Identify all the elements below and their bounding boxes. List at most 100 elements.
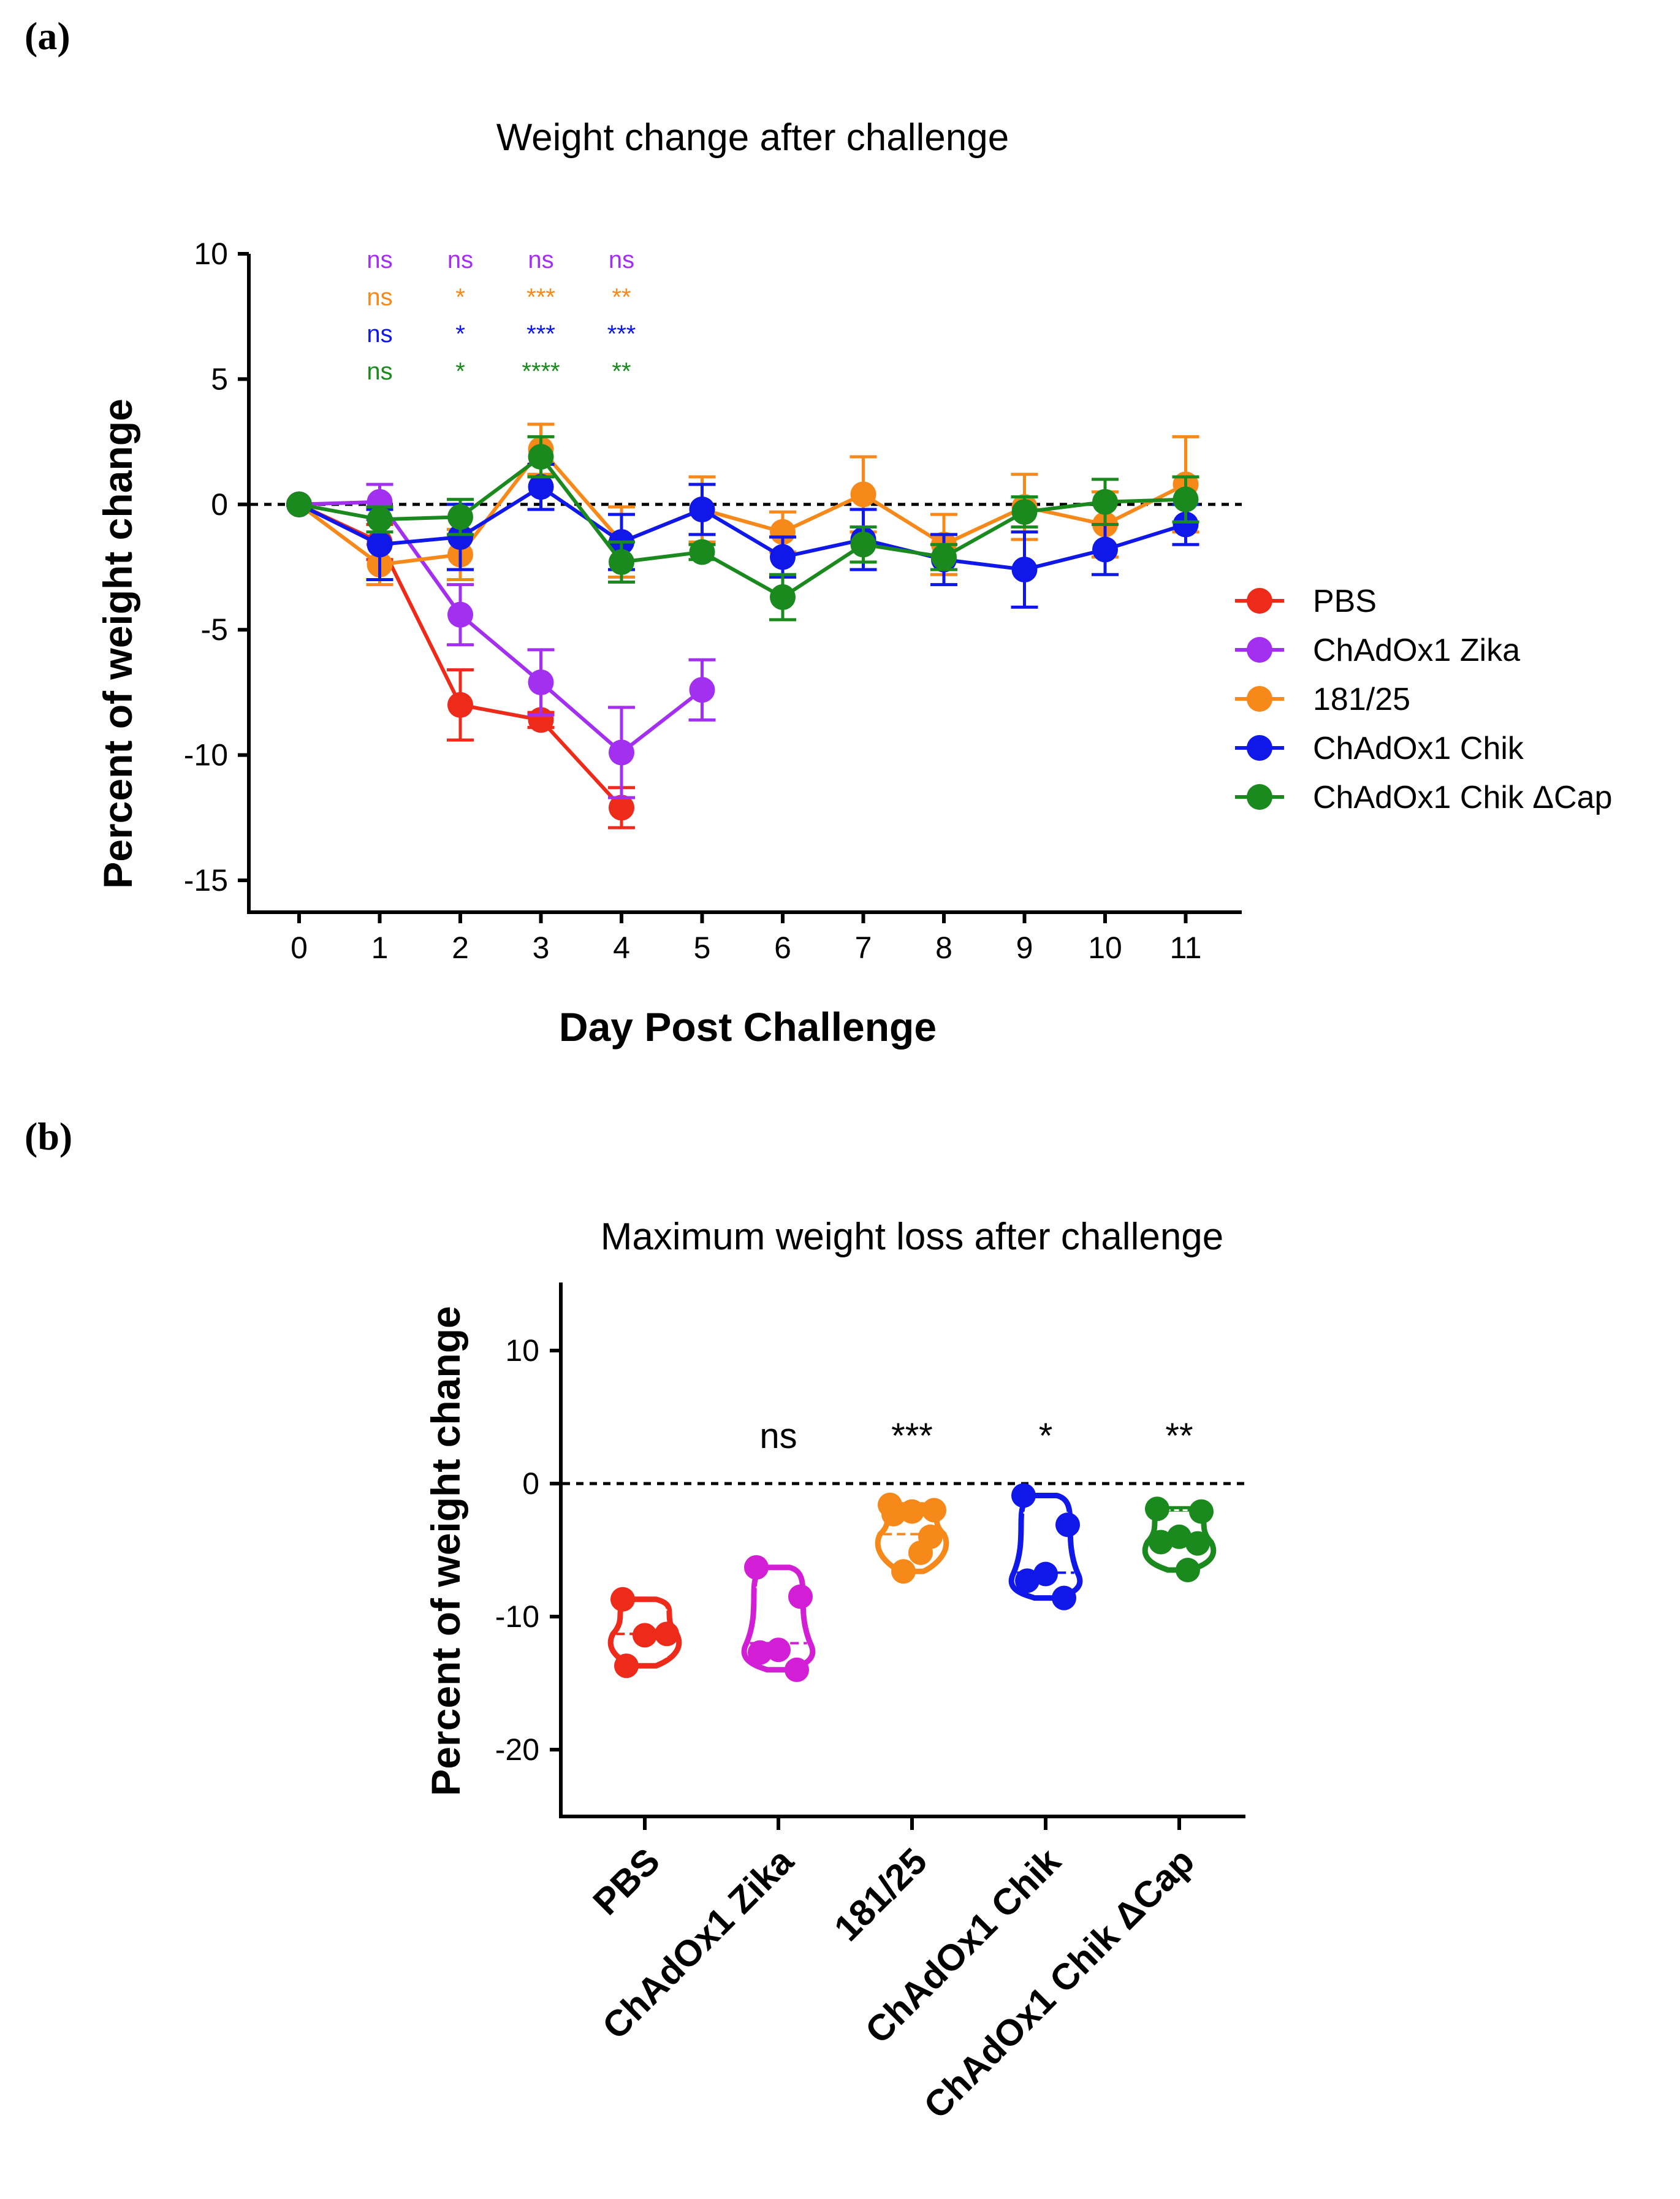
chart-a-y-tick-label: -10 xyxy=(184,738,228,772)
data-point xyxy=(610,1587,635,1612)
chart-a-x-tick-label: 10 xyxy=(1088,931,1122,965)
legend-label: PBS xyxy=(1313,584,1377,619)
chart-a-y-tick-label: 10 xyxy=(194,237,228,271)
chart-a-x-tick-label: 9 xyxy=(1016,931,1033,965)
chart-a-x-tick-label: 5 xyxy=(694,931,711,965)
chart-b-y-axis-title: Percent of weight change xyxy=(423,1306,468,1796)
data-point xyxy=(1052,1585,1076,1610)
data-point xyxy=(633,1623,657,1648)
violin-group-chadox1-chik-cap: ** xyxy=(1142,1416,1217,1583)
panel-b-label: (b) xyxy=(25,1115,72,1158)
chart-b-category-label: PBS xyxy=(585,1840,668,1923)
data-point xyxy=(447,692,473,718)
chart-a-y-axis-title: Percent of weight change xyxy=(95,398,140,888)
significance-label: ns xyxy=(447,246,473,273)
chart-a-x-tick-label: 8 xyxy=(935,931,952,965)
violin-group-chadox1-chik: * xyxy=(1008,1416,1083,1610)
data-point xyxy=(689,677,715,703)
data-point xyxy=(1173,486,1199,513)
series-line xyxy=(298,484,1187,572)
chart-a-y-tick-label: 0 xyxy=(211,487,228,522)
violin-group-chadox1-zika: ns xyxy=(741,1416,816,1682)
data-point xyxy=(1055,1512,1080,1538)
legend-marker xyxy=(1247,735,1272,761)
data-point xyxy=(286,491,312,517)
chart-b-max-weight-loss: Maximum weight loss after challenge Perc… xyxy=(423,1216,1245,2127)
significance-label: ns xyxy=(528,246,553,273)
significance-label: ** xyxy=(1165,1416,1193,1456)
chart-a-y-tick-label: -5 xyxy=(201,612,228,647)
chart-a-x-axis-title: Day Post Challenge xyxy=(559,1004,937,1050)
data-point xyxy=(788,1584,813,1609)
data-point xyxy=(528,474,554,500)
legend-label: ChAdOx1 Chik ΔCap xyxy=(1313,780,1613,815)
data-point xyxy=(1011,557,1038,583)
significance-label: * xyxy=(455,321,465,348)
legend-marker xyxy=(1247,588,1272,614)
chart-a-title: Weight change after challenge xyxy=(496,116,1009,159)
data-point xyxy=(748,1640,772,1665)
chart-a-y-tick-label: -15 xyxy=(184,863,228,898)
significance-label: *** xyxy=(526,284,555,311)
data-point xyxy=(614,1653,639,1679)
violin-outline xyxy=(607,1596,682,1669)
data-point xyxy=(850,532,876,558)
data-point xyxy=(881,1501,906,1526)
data-point xyxy=(908,1540,933,1565)
legend-label: ChAdOx1 Zika xyxy=(1313,633,1520,668)
chart-b-category-label: 181/25 xyxy=(826,1840,935,1949)
legend-label: ChAdOx1 Chik xyxy=(1313,731,1524,766)
chart-a-x-tick-label: 6 xyxy=(774,931,791,965)
chart-a-x-tick-label: 7 xyxy=(855,931,872,965)
significance-label: ** xyxy=(612,358,631,385)
data-point xyxy=(609,549,634,575)
data-point xyxy=(900,1499,924,1524)
data-point xyxy=(447,524,473,550)
violin-group-pbs xyxy=(607,1587,682,1679)
data-point xyxy=(447,601,473,628)
significance-label: ns xyxy=(609,246,634,273)
data-point xyxy=(1189,1499,1214,1524)
data-point xyxy=(1185,1531,1210,1556)
data-point xyxy=(891,1559,916,1584)
chart-b-y-tick-label: -20 xyxy=(495,1732,539,1767)
data-point xyxy=(1167,1524,1192,1549)
significance-label: *** xyxy=(891,1416,933,1456)
data-point xyxy=(447,504,473,530)
data-point xyxy=(785,1657,809,1682)
significance-label: * xyxy=(455,358,465,385)
legend-marker xyxy=(1247,637,1272,663)
data-point xyxy=(367,532,393,558)
significance-label: ** xyxy=(612,284,631,311)
data-point xyxy=(689,539,715,565)
data-point xyxy=(528,444,554,470)
data-point xyxy=(689,496,715,522)
chart-a-y-tick-label: 5 xyxy=(211,362,228,396)
chart-a-x-tick-label: 0 xyxy=(291,931,308,965)
significance-label: **** xyxy=(522,358,560,385)
data-point xyxy=(609,739,634,766)
data-point xyxy=(1092,489,1118,515)
series-chadox1-chik xyxy=(286,462,1199,609)
data-point xyxy=(655,1622,679,1647)
data-point xyxy=(850,481,876,508)
series-line xyxy=(298,454,1186,600)
data-point xyxy=(367,506,393,533)
data-point xyxy=(1015,1568,1040,1593)
significance-label: ns xyxy=(759,1416,797,1456)
chart-a-weight-change: Weight change after challenge Percent of… xyxy=(95,116,1613,1050)
chart-b-y-tick-label: 0 xyxy=(522,1466,539,1501)
data-point xyxy=(766,1637,791,1663)
chart-b-y-tick-label: 10 xyxy=(505,1333,539,1368)
chart-a-x-tick-label: 11 xyxy=(1170,931,1202,965)
violin-group-181-25: *** xyxy=(875,1416,949,1584)
chart-a-x-tick-label: 3 xyxy=(533,931,550,965)
chart-a-x-tick-label: 2 xyxy=(452,931,469,965)
data-point xyxy=(922,1498,946,1523)
chart-a-x-tick-label: 1 xyxy=(371,931,389,965)
data-point xyxy=(1176,1558,1200,1583)
data-point xyxy=(1173,511,1199,538)
chart-a-legend: PBS ChAdOx1 Zika 181/25 ChAdOx1 Chik ChAdOx1… xyxy=(1235,584,1613,815)
significance-label: * xyxy=(455,284,465,311)
